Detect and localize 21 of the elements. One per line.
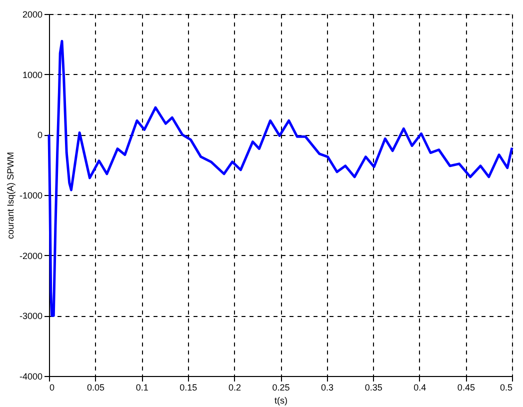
x-tick-label: 0.35 xyxy=(364,382,382,392)
y-tick-label: 2000 xyxy=(22,10,42,20)
y-axis-title: courant Isq(A) SPWM xyxy=(5,152,16,240)
x-tick-label: 0 xyxy=(50,382,55,392)
y-tick-label: -4000 xyxy=(19,372,42,382)
x-tick-label: 0.25 xyxy=(272,382,290,392)
x-tick-label: 0.05 xyxy=(87,382,105,392)
y-tick-label: -2000 xyxy=(19,250,42,261)
x-tick-label: 0.45 xyxy=(457,382,475,392)
x-tick-label: 0.3 xyxy=(321,382,334,392)
y-tick-label: 1000 xyxy=(22,70,42,80)
x-tick-label: 0.15 xyxy=(180,382,198,392)
x-axis-title: t(s) xyxy=(274,396,288,406)
x-tick-label: 0.1 xyxy=(136,382,148,392)
y-tick-label: -1000 xyxy=(19,190,42,200)
x-tick-label: 0.4 xyxy=(414,382,426,392)
x-tick-label: 0.5 xyxy=(500,382,512,392)
y-tick-label: 0 xyxy=(37,130,42,140)
line-series xyxy=(48,40,514,317)
y-tick-label: -3000 xyxy=(19,311,42,322)
x-tick-label: 0.2 xyxy=(228,382,241,392)
